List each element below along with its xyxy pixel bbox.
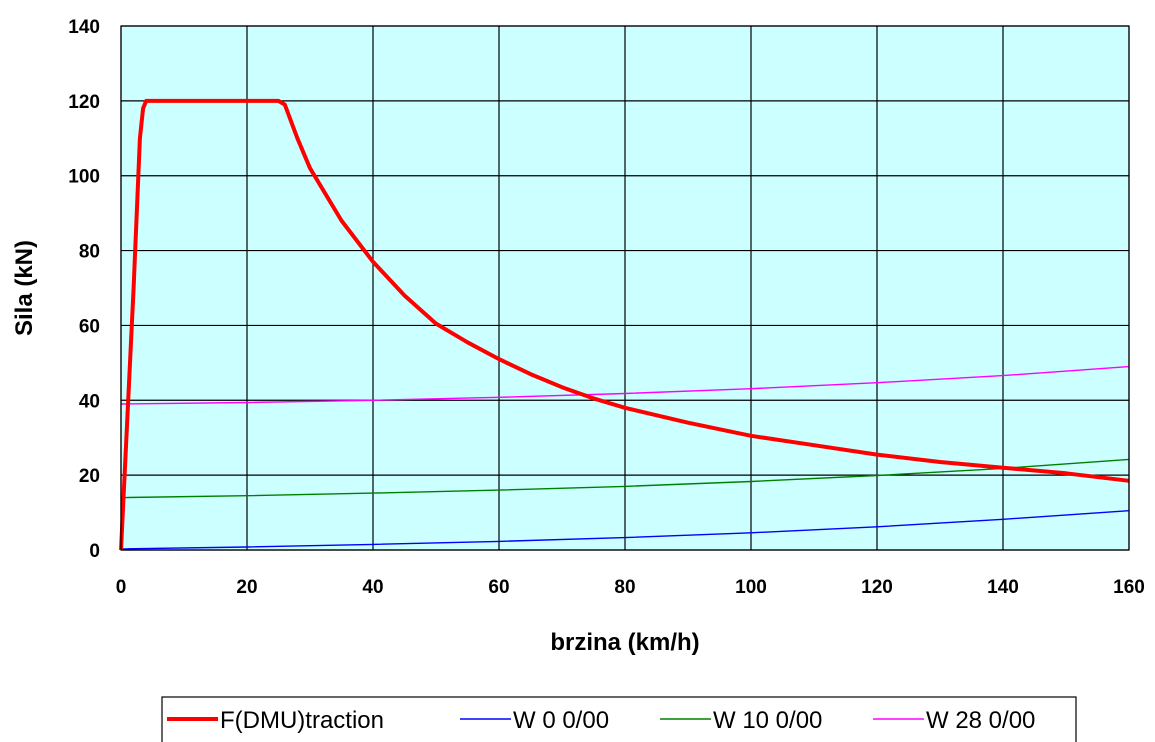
x-tick-label: 120 (861, 577, 893, 598)
series-line-0 (119, 98, 1130, 551)
x-axis-title: brzina (km/h) (550, 629, 699, 656)
x-tick-label: 100 (735, 577, 767, 598)
y-tick-label: 20 (79, 466, 100, 487)
legend-label-1: W 0 0/00 (513, 707, 609, 734)
legend-label-2: W 10 0/00 (713, 707, 822, 734)
series-layer (119, 98, 1130, 551)
series-line-1 (120, 510, 1130, 550)
x-tick-label: 20 (236, 577, 257, 598)
plot-border (120, 25, 1130, 551)
x-tick-label: 0 (116, 577, 127, 598)
y-tick-labels: 0 20 40 60 80 100 120 140 (68, 17, 100, 562)
x-tick-labels: 0 20 40 60 80 100 120 140 160 (116, 577, 1145, 598)
legend-label-0: F(DMU)traction (220, 707, 384, 734)
y-tick-label: 100 (68, 167, 100, 188)
legend-box (161, 696, 1077, 742)
y-tick-label: 120 (68, 92, 100, 113)
legend: F(DMU)traction W 0 0/00 W 10 0/00 W 28 0/00 (161, 696, 1077, 742)
y-tick-label: 140 (68, 17, 100, 38)
x-tick-label: 80 (614, 577, 635, 598)
x-tick-label: 140 (987, 577, 1019, 598)
y-tick-label: 80 (79, 242, 100, 263)
y-tick-label: 0 (89, 541, 100, 562)
series-line-2 (120, 458, 1130, 499)
x-tick-label: 60 (488, 577, 509, 598)
legend-label-3: W 28 0/00 (926, 707, 1035, 734)
y-tick-label: 60 (79, 316, 100, 337)
y-tick-label: 40 (79, 391, 100, 412)
x-tick-label: 40 (362, 577, 383, 598)
y-axis-title: Sila (kN) (11, 240, 38, 336)
x-tick-label: 160 (1113, 577, 1145, 598)
series-line-3 (120, 365, 1130, 405)
